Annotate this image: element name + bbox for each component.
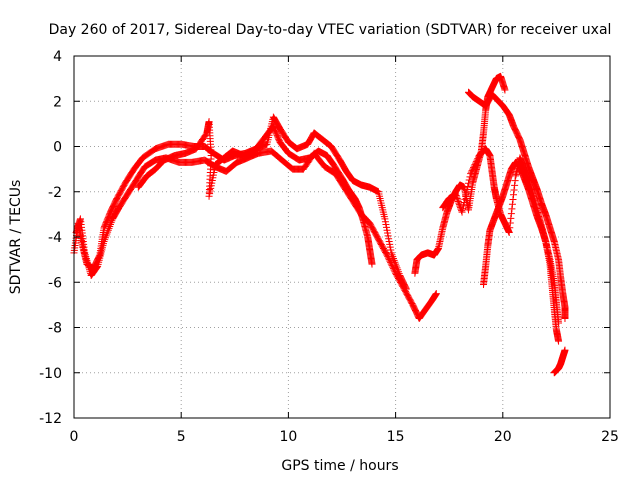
y-tick-label: -6 [48, 275, 62, 291]
data-point [387, 259, 395, 267]
data-markers [70, 72, 569, 377]
data-point [466, 173, 474, 181]
data-point [460, 198, 468, 206]
data-point [82, 253, 90, 261]
data-point [471, 161, 479, 169]
data-point [383, 251, 391, 259]
data-point [385, 256, 393, 264]
y-axis-label: SDTVAR / TECUs [8, 180, 24, 295]
y-tick-label: -10 [39, 366, 62, 382]
data-point [501, 86, 509, 94]
x-tick-label: 15 [387, 429, 405, 445]
data-point [387, 260, 395, 268]
data-point [462, 192, 470, 200]
data-point [467, 170, 475, 178]
grid [74, 56, 610, 418]
data-point [507, 214, 515, 222]
data-point [384, 253, 392, 261]
data-point [464, 182, 472, 190]
data-point [506, 219, 514, 227]
series-arc-5 [464, 88, 569, 322]
data-point [468, 167, 476, 175]
data-point [473, 156, 481, 164]
y-tick-label: 0 [53, 140, 62, 156]
data-point [508, 200, 516, 208]
data-point [472, 159, 480, 167]
data-point [389, 265, 397, 273]
y-tick-label: -4 [48, 230, 62, 246]
y-tick-label: 2 [53, 94, 62, 110]
x-tick-label: 10 [279, 429, 297, 445]
y-tick-label: -12 [39, 411, 62, 427]
data-point [452, 192, 460, 200]
data-point [459, 205, 467, 213]
data-point [507, 210, 515, 218]
data-point [505, 228, 513, 236]
x-tick-label: 25 [601, 429, 619, 445]
data-point [474, 155, 482, 163]
y-tick-label: -2 [48, 185, 62, 201]
data-point [458, 207, 466, 215]
data-point [452, 190, 460, 198]
data-point [509, 195, 517, 203]
data-point [511, 177, 519, 185]
series-arc-7 [439, 145, 563, 327]
y-tick-label: -8 [48, 321, 62, 337]
data-point [455, 201, 463, 209]
x-tick-label: 0 [70, 429, 79, 445]
data-point [462, 189, 470, 197]
data-point [510, 186, 518, 194]
data-point [390, 266, 398, 274]
data-point [368, 260, 376, 268]
data-point [463, 186, 471, 194]
data-point [454, 198, 462, 206]
y-tick-label: 4 [53, 49, 62, 65]
series-arc-3 [134, 118, 376, 268]
data-point [510, 191, 518, 199]
data-point [561, 314, 569, 322]
data-point [454, 196, 462, 204]
x-tick-label: 20 [494, 429, 512, 445]
data-point [453, 193, 461, 201]
data-point [389, 263, 397, 271]
data-point [464, 179, 472, 187]
data-point [459, 202, 467, 210]
x-tick-label: 5 [177, 429, 186, 445]
data-point [506, 224, 514, 232]
series-arc-4 [411, 72, 509, 277]
data-point [469, 165, 477, 173]
data-point [561, 346, 569, 354]
data-point [384, 254, 392, 262]
data-point [472, 158, 480, 166]
data-point [458, 208, 466, 216]
x-axis-label: GPS time / hours [281, 458, 398, 474]
data-point [386, 257, 394, 265]
data-point [508, 205, 516, 213]
chart-title: Day 260 of 2017, Sidereal Day-to-day VTE… [49, 22, 612, 38]
axis-ticks: 0 5 10 15 20 25 -12 -10 -8 -6 -4 -2 0 2 4 [39, 49, 619, 445]
data-point [555, 337, 563, 345]
data-point [470, 162, 478, 170]
series-arc-8 [550, 346, 569, 377]
data-point [461, 195, 469, 203]
data-point [469, 164, 477, 172]
data-point [465, 176, 473, 184]
data-point [93, 264, 101, 272]
data-point [453, 195, 461, 203]
data-point [555, 319, 563, 327]
data-point [432, 290, 440, 298]
data-point [388, 262, 396, 270]
data-point [511, 181, 519, 189]
data-point [467, 168, 475, 176]
data-point [455, 199, 463, 207]
